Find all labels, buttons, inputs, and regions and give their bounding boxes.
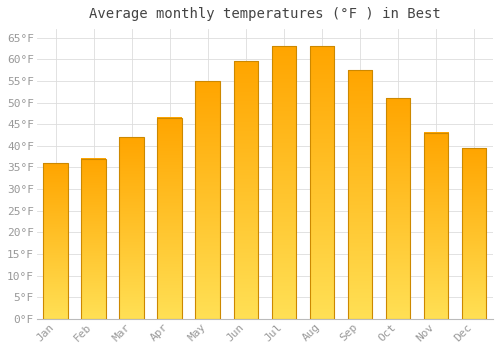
Bar [234, 62, 258, 319]
Bar [82, 159, 106, 319]
Bar [424, 133, 448, 319]
Bar [386, 98, 410, 319]
Bar [272, 46, 296, 319]
Bar [120, 137, 144, 319]
Bar [44, 163, 68, 319]
Bar [158, 118, 182, 319]
Bar [310, 46, 334, 319]
Bar [462, 148, 486, 319]
Bar [348, 70, 372, 319]
Title: Average monthly temperatures (°F ) in Best: Average monthly temperatures (°F ) in Be… [89, 7, 441, 21]
Bar [196, 81, 220, 319]
